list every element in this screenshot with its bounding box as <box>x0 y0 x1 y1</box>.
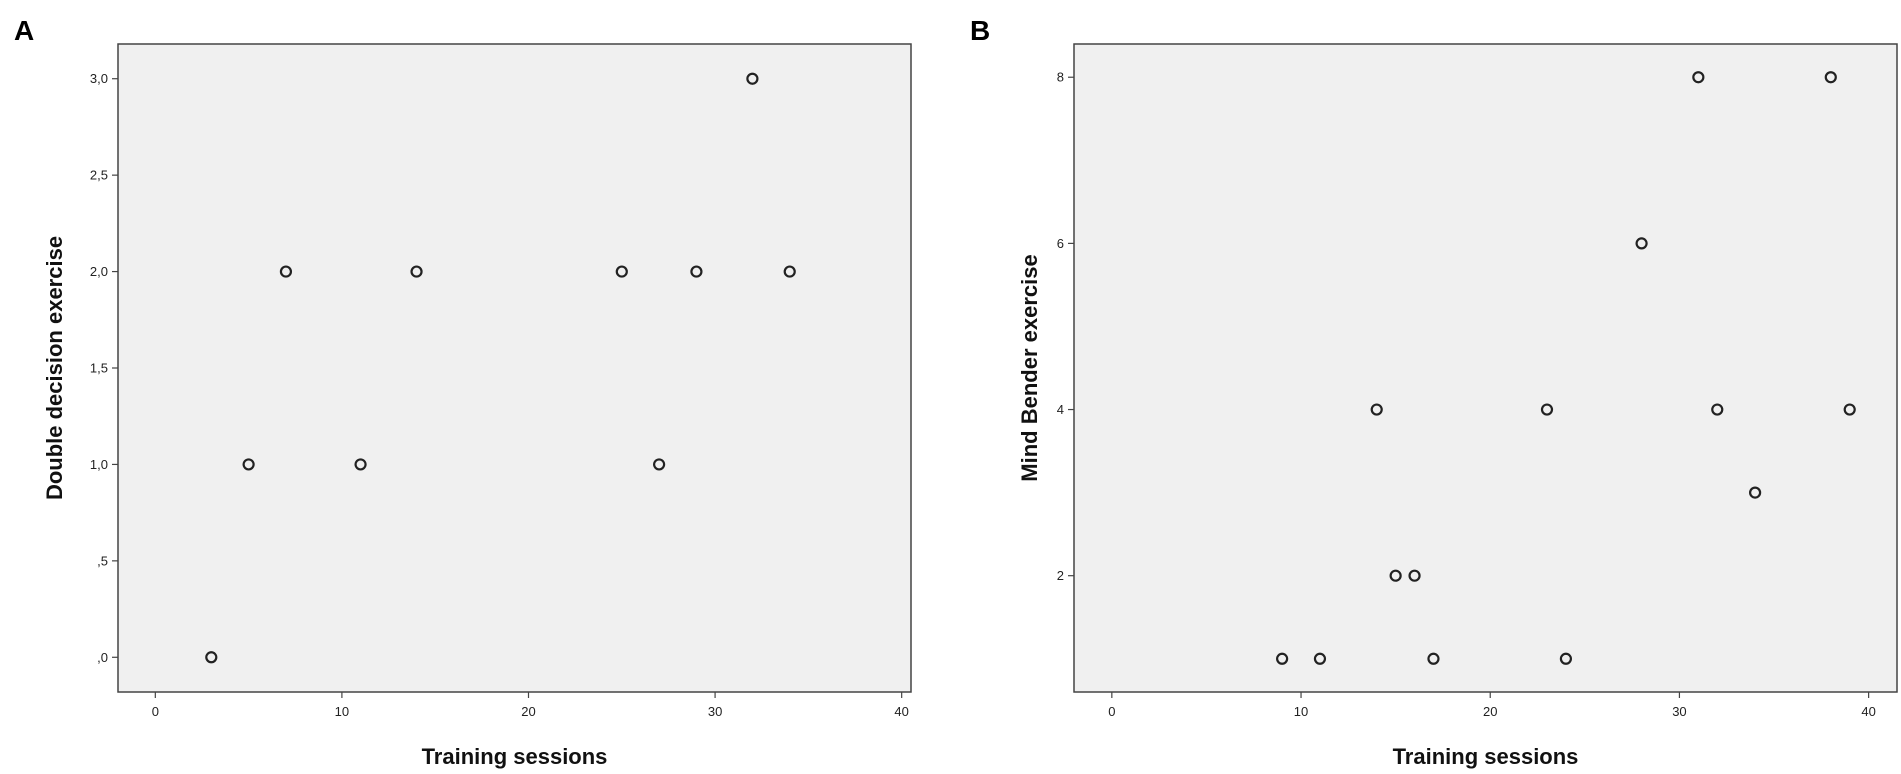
panel-a-y-tick-label: ,0 <box>97 650 108 665</box>
panel-b-plot-area <box>1073 43 1898 693</box>
panel-b-y-tick-label: 8 <box>1057 70 1064 85</box>
panel-b-y-tick-label: 2 <box>1057 568 1064 583</box>
panel-a-data-point <box>615 265 628 278</box>
panel-a-data-point <box>279 265 293 278</box>
panel-a-letter: A <box>14 15 34 46</box>
panel-b-x-ticks: 0 10 20 30 40 <box>1108 692 1876 719</box>
panel-b-x-axis-title: Training sessions <box>1393 744 1579 769</box>
panel-a-y-tick-label: 1,5 <box>90 361 108 376</box>
panel-b-data-point <box>1370 403 1383 416</box>
panel-b-data-point <box>1389 569 1402 582</box>
panel-b-y-tick-label: 4 <box>1057 402 1064 417</box>
panel-b-y-axis-title: Mind Bender exercise <box>1017 254 1042 481</box>
panel-a-x-tick-label: 10 <box>335 704 349 719</box>
panel-a-y-ticks: ,0 ,5 1,0 1,5 2,0 2,5 3,0 <box>90 71 118 665</box>
panel-a-points <box>205 72 796 664</box>
panel-a-data-point <box>410 265 423 278</box>
panel-a-y-tick-label: ,5 <box>97 553 108 568</box>
panel-b-x-tick-label: 40 <box>1861 704 1875 719</box>
panel-a-y-tick-label: 1,0 <box>90 457 108 472</box>
panel-a-y-tick-label: 2,0 <box>90 264 108 279</box>
panel-b-data-point <box>1559 652 1573 665</box>
panel-b-data-point <box>1711 403 1724 416</box>
panel-b-data-point <box>1843 403 1856 416</box>
panel-a-x-ticks: 0 10 20 30 40 <box>152 692 909 719</box>
panel-b-x-tick-label: 30 <box>1672 704 1686 719</box>
panel-b-x-tick-label: 20 <box>1483 704 1497 719</box>
panel-a-x-axis-title: Training sessions <box>422 744 608 769</box>
panel-a-data-point <box>354 458 367 471</box>
panel-a-plot-area <box>117 43 912 693</box>
panel-a-y-axis-title: Double decision exercise <box>42 236 67 500</box>
panel-a-y-tick-label: 3,0 <box>90 71 108 86</box>
panel-b: B 0 10 20 30 40 2 4 6 8 Training sessions Mind … <box>970 15 1898 769</box>
panel-b-data-point <box>1749 486 1762 499</box>
panel-b-x-tick-label: 10 <box>1294 704 1308 719</box>
panel-a-x-tick-label: 30 <box>708 704 722 719</box>
panel-b-data-point <box>1276 652 1289 665</box>
panel-b-x-tick-label: 0 <box>1108 704 1115 719</box>
panel-a-data-point <box>690 265 703 278</box>
panel-b-data-point <box>1313 652 1327 665</box>
panel-a-data-point <box>242 458 255 471</box>
panel-b-data-point <box>1408 569 1421 582</box>
panel-a-data-point <box>653 458 666 471</box>
panel-b-data-point <box>1635 237 1648 250</box>
panel-a-x-tick-label: 20 <box>521 704 535 719</box>
panel-a-x-tick-label: 40 <box>894 704 908 719</box>
panel-a-data-point <box>783 265 796 278</box>
panel-b-points <box>1276 71 1856 665</box>
panel-b-y-tick-label: 6 <box>1057 236 1064 251</box>
panel-a-data-point <box>746 72 759 85</box>
panel-b-letter: B <box>970 15 990 46</box>
panel-b-y-ticks: 2 4 6 8 <box>1057 70 1074 583</box>
panel-b-data-point <box>1824 71 1837 84</box>
panel-a-data-point <box>205 651 218 664</box>
panel-b-data-point <box>1427 652 1440 665</box>
panel-a-x-tick-label: 0 <box>152 704 159 719</box>
panel-b-data-point <box>1692 71 1705 84</box>
panel-a: A 0 10 20 30 40 ,0 ,5 1,0 1,5 2,0 2,5 3,0 Training… <box>14 15 912 769</box>
panel-a-y-tick-label: 2,5 <box>90 168 108 183</box>
panel-b-data-point <box>1540 403 1554 416</box>
